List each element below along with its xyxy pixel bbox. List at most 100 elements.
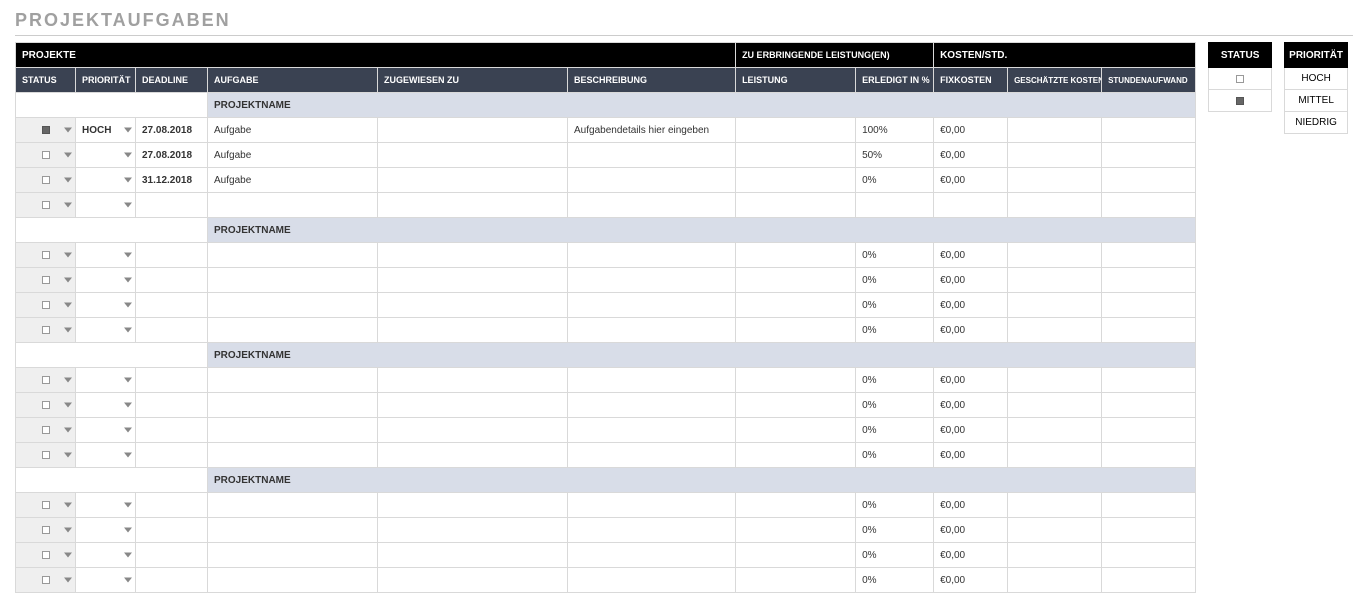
chevron-down-icon[interactable] [64,428,72,433]
geschaetzte-cell[interactable] [1008,543,1102,568]
chevron-down-icon[interactable] [64,578,72,583]
status-cell[interactable] [16,368,76,393]
geschaetzte-cell[interactable] [1008,568,1102,593]
status-checkbox-icon[interactable] [42,301,50,309]
stunden-cell[interactable] [1102,268,1196,293]
status-checkbox-icon[interactable] [42,501,50,509]
aufgabe-cell[interactable] [208,193,378,218]
leistung-cell[interactable] [736,368,856,393]
deadline-cell[interactable] [136,368,208,393]
status-cell[interactable] [16,543,76,568]
leistung-cell[interactable] [736,493,856,518]
aufgabe-cell[interactable]: Aufgabe [208,118,378,143]
chevron-down-icon[interactable] [124,428,132,433]
status-cell[interactable] [16,493,76,518]
beschreibung-cell[interactable] [568,243,736,268]
status-checkbox-icon[interactable] [42,376,50,384]
fixkosten-cell[interactable]: €0,00 [934,268,1008,293]
status-checkbox-icon[interactable] [42,126,50,134]
status-checkbox-icon[interactable] [42,401,50,409]
status-cell[interactable] [16,568,76,593]
fixkosten-cell[interactable] [934,193,1008,218]
aufgabe-cell[interactable] [208,418,378,443]
deadline-cell[interactable] [136,318,208,343]
aufgabe-cell[interactable] [208,268,378,293]
chevron-down-icon[interactable] [124,453,132,458]
erledigt-cell[interactable]: 0% [856,518,934,543]
erledigt-cell[interactable]: 0% [856,418,934,443]
leistung-cell[interactable] [736,268,856,293]
status-checkbox-icon[interactable] [42,326,50,334]
priority-cell[interactable] [76,193,136,218]
zugewiesen-cell[interactable] [378,118,568,143]
fixkosten-cell[interactable]: €0,00 [934,293,1008,318]
erledigt-cell[interactable]: 0% [856,393,934,418]
deadline-cell[interactable]: 31.12.2018 [136,168,208,193]
leistung-cell[interactable] [736,168,856,193]
chevron-down-icon[interactable] [124,203,132,208]
fixkosten-cell[interactable]: €0,00 [934,418,1008,443]
status-cell[interactable] [16,293,76,318]
aufgabe-cell[interactable] [208,318,378,343]
erledigt-cell[interactable]: 0% [856,318,934,343]
stunden-cell[interactable] [1102,293,1196,318]
chevron-down-icon[interactable] [64,178,72,183]
geschaetzte-cell[interactable] [1008,518,1102,543]
chevron-down-icon[interactable] [64,203,72,208]
chevron-down-icon[interactable] [64,378,72,383]
leistung-cell[interactable] [736,118,856,143]
deadline-cell[interactable]: 27.08.2018 [136,143,208,168]
zugewiesen-cell[interactable] [378,318,568,343]
leistung-cell[interactable] [736,318,856,343]
stunden-cell[interactable] [1102,568,1196,593]
geschaetzte-cell[interactable] [1008,418,1102,443]
deadline-cell[interactable] [136,293,208,318]
stunden-cell[interactable] [1102,118,1196,143]
erledigt-cell[interactable]: 50% [856,143,934,168]
chevron-down-icon[interactable] [124,278,132,283]
deadline-cell[interactable] [136,443,208,468]
deadline-cell[interactable] [136,543,208,568]
aufgabe-cell[interactable] [208,443,378,468]
beschreibung-cell[interactable] [568,493,736,518]
chevron-down-icon[interactable] [64,128,72,133]
status-cell[interactable] [16,443,76,468]
status-cell[interactable] [16,193,76,218]
beschreibung-cell[interactable] [568,168,736,193]
status-checkbox-icon[interactable] [42,576,50,584]
deadline-cell[interactable] [136,268,208,293]
status-checkbox-icon[interactable] [42,451,50,459]
geschaetzte-cell[interactable] [1008,168,1102,193]
fixkosten-cell[interactable]: €0,00 [934,168,1008,193]
priority-cell[interactable] [76,568,136,593]
leistung-cell[interactable] [736,243,856,268]
priority-cell[interactable] [76,418,136,443]
chevron-down-icon[interactable] [124,578,132,583]
zugewiesen-cell[interactable] [378,268,568,293]
erledigt-cell[interactable]: 0% [856,243,934,268]
priority-cell[interactable] [76,243,136,268]
geschaetzte-cell[interactable] [1008,243,1102,268]
beschreibung-cell[interactable] [568,293,736,318]
status-checkbox-icon[interactable] [42,551,50,559]
aufgabe-cell[interactable] [208,518,378,543]
geschaetzte-cell[interactable] [1008,293,1102,318]
status-checkbox-icon[interactable] [42,276,50,284]
stunden-cell[interactable] [1102,368,1196,393]
leistung-cell[interactable] [736,418,856,443]
stunden-cell[interactable] [1102,193,1196,218]
chevron-down-icon[interactable] [64,403,72,408]
fixkosten-cell[interactable]: €0,00 [934,393,1008,418]
erledigt-cell[interactable]: 0% [856,443,934,468]
priority-cell[interactable]: HOCH [76,118,136,143]
fixkosten-cell[interactable]: €0,00 [934,443,1008,468]
chevron-down-icon[interactable] [64,328,72,333]
stunden-cell[interactable] [1102,143,1196,168]
fixkosten-cell[interactable]: €0,00 [934,543,1008,568]
chevron-down-icon[interactable] [64,153,72,158]
zugewiesen-cell[interactable] [378,243,568,268]
status-checkbox-icon[interactable] [42,526,50,534]
fixkosten-cell[interactable]: €0,00 [934,118,1008,143]
chevron-down-icon[interactable] [124,153,132,158]
leistung-cell[interactable] [736,293,856,318]
